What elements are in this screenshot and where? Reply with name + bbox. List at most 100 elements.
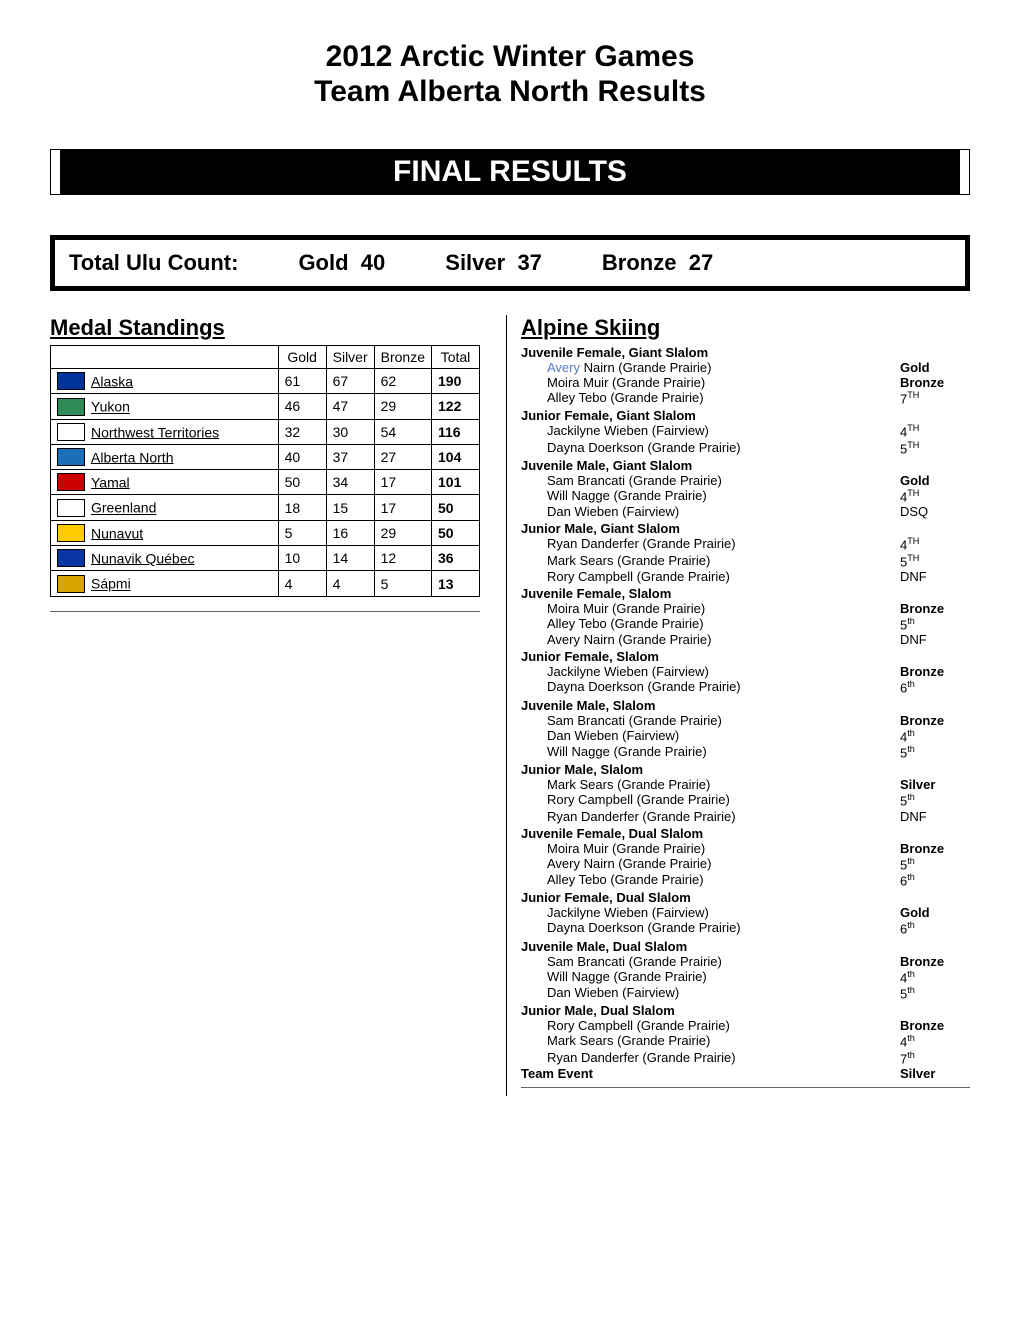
gold-cell: 46 xyxy=(278,394,326,419)
athlete-row: Moira Muir (Grande Prairie)Bronze xyxy=(521,601,970,616)
bronze-cell: 17 xyxy=(374,470,431,495)
alpine-divider xyxy=(521,1087,970,1088)
table-row: Northwest Territories323054116 xyxy=(51,419,480,444)
athlete-name: Rory Campbell (Grande Prairie) xyxy=(547,1018,900,1033)
athlete-row: Mark Sears (Grande Prairie)4th xyxy=(521,1033,970,1049)
gold-cell: 5 xyxy=(278,520,326,545)
athlete-name: Dayna Doerkson (Grande Prairie) xyxy=(547,679,900,695)
athlete-place: Bronze xyxy=(900,664,970,679)
athlete-row: Jackilyne Wieben (Fairview)Gold xyxy=(521,905,970,920)
athlete-row: Avery Nairn (Grande Prairie)5th xyxy=(521,856,970,872)
athlete-row: Will Nagge (Grande Prairie)4TH xyxy=(521,488,970,504)
flag-icon xyxy=(57,372,85,390)
athlete-name: Sam Brancati (Grande Prairie) xyxy=(547,954,900,969)
silver-cell: 16 xyxy=(326,520,374,545)
athlete-place: Gold xyxy=(900,473,970,488)
athlete-row: Will Nagge (Grande Prairie)5th xyxy=(521,744,970,760)
athlete-place: 7TH xyxy=(900,390,970,406)
title-line-1: 2012 Arctic Winter Games xyxy=(50,40,970,75)
athlete-row: Moira Muir (Grande Prairie)Bronze xyxy=(521,841,970,856)
athlete-row: Dan Wieben (Fairview)4th xyxy=(521,728,970,744)
team-name: Greenland xyxy=(91,500,156,516)
athlete-row: Mark Sears (Grande Prairie)Silver xyxy=(521,777,970,792)
table-row: Greenland18151750 xyxy=(51,495,480,520)
table-row: Nunavik Québec10141236 xyxy=(51,546,480,571)
athlete-row: Avery Nairn (Grande Prairie)Gold xyxy=(521,360,970,375)
athlete-name: Jackilyne Wieben (Fairview) xyxy=(547,423,900,439)
athlete-place: DNF xyxy=(900,809,970,824)
silver-cell: 47 xyxy=(326,394,374,419)
athlete-place: 4th xyxy=(900,1033,970,1049)
athlete-place: 7th xyxy=(900,1050,970,1066)
col-bronze: Bronze xyxy=(374,346,431,369)
athlete-name: Mark Sears (Grande Prairie) xyxy=(547,1033,900,1049)
silver-cell: 30 xyxy=(326,419,374,444)
athlete-name: Dayna Doerkson (Grande Prairie) xyxy=(547,440,900,456)
bronze-cell: 27 xyxy=(374,444,431,469)
athlete-row: Rory Campbell (Grande Prairie)Bronze xyxy=(521,1018,970,1033)
athlete-place: Gold xyxy=(900,360,970,375)
flag-icon xyxy=(57,473,85,491)
event-category: Junior Female, Giant Slalom xyxy=(521,408,970,423)
table-row: Nunavut5162950 xyxy=(51,520,480,545)
athlete-row: Sam Brancati (Grande Prairie)Bronze xyxy=(521,713,970,728)
athlete-name: Sam Brancati (Grande Prairie) xyxy=(547,713,900,728)
flag-icon xyxy=(57,575,85,593)
bronze-cell: 62 xyxy=(374,369,431,394)
athlete-name: Alley Tebo (Grande Prairie) xyxy=(547,872,900,888)
athlete-place: 5TH xyxy=(900,440,970,456)
ulu-label: Total Ulu Count: xyxy=(69,250,238,276)
bronze-cell: 54 xyxy=(374,419,431,444)
event-category: Junior Male, Dual Slalom xyxy=(521,1003,970,1018)
athlete-name: Alley Tebo (Grande Prairie) xyxy=(547,616,900,632)
team-name: Northwest Territories xyxy=(91,424,219,440)
team-name: Yamal xyxy=(91,474,130,490)
athlete-place: Bronze xyxy=(900,954,970,969)
bronze-cell: 29 xyxy=(374,520,431,545)
event-category: Juvenile Female, Giant Slalom xyxy=(521,345,970,360)
athlete-place: Bronze xyxy=(900,375,970,390)
page-title: 2012 Arctic Winter Games Team Alberta No… xyxy=(50,40,970,109)
athlete-name: Dan Wieben (Fairview) xyxy=(547,728,900,744)
athlete-row: Rory Campbell (Grande Prairie)DNF xyxy=(521,569,970,584)
athlete-row: Mark Sears (Grande Prairie)5TH xyxy=(521,553,970,569)
alpine-title: Alpine Skiing xyxy=(521,315,970,341)
alpine-skiing-section: Alpine Skiing Juvenile Female, Giant Sla… xyxy=(506,315,970,1096)
ulu-count-box: Total Ulu Count: Gold 40 Silver 37 Bronz… xyxy=(50,235,970,291)
silver-cell: 4 xyxy=(326,571,374,596)
flag-icon xyxy=(57,448,85,466)
event-category: Junior Female, Slalom xyxy=(521,649,970,664)
athlete-place: 5th xyxy=(900,616,970,632)
athlete-name: Mark Sears (Grande Prairie) xyxy=(547,553,900,569)
athlete-name: Rory Campbell (Grande Prairie) xyxy=(547,569,900,584)
table-row: Yamal503417101 xyxy=(51,470,480,495)
athlete-name: Rory Campbell (Grande Prairie) xyxy=(547,792,900,808)
athlete-place: Gold xyxy=(900,905,970,920)
athlete-name: Avery Nairn (Grande Prairie) xyxy=(547,632,900,647)
team-name: Nunavut xyxy=(91,525,143,541)
athlete-place: 5th xyxy=(900,985,970,1001)
athlete-place: 4TH xyxy=(900,488,970,504)
athlete-row: Avery Nairn (Grande Prairie)DNF xyxy=(521,632,970,647)
athlete-name: Alley Tebo (Grande Prairie) xyxy=(547,390,900,406)
athlete-name: Dan Wieben (Fairview) xyxy=(547,504,900,519)
table-row: Sápmi44513 xyxy=(51,571,480,596)
event-category: Junior Male, Slalom xyxy=(521,762,970,777)
athlete-row: Alley Tebo (Grande Prairie)6th xyxy=(521,872,970,888)
athlete-place: 5th xyxy=(900,744,970,760)
athlete-row: Alley Tebo (Grande Prairie)7TH xyxy=(521,390,970,406)
team-name: Sápmi xyxy=(91,576,131,592)
athlete-row: Ryan Danderfer (Grande Prairie)DNF xyxy=(521,809,970,824)
gold-cell: 32 xyxy=(278,419,326,444)
athlete-row: Sam Brancati (Grande Prairie)Gold xyxy=(521,473,970,488)
athlete-name: Moira Muir (Grande Prairie) xyxy=(547,375,900,390)
athlete-row: Ryan Danderfer (Grande Prairie)7th xyxy=(521,1050,970,1066)
event-category: Junior Male, Giant Slalom xyxy=(521,521,970,536)
total-cell: 101 xyxy=(432,470,480,495)
athlete-place: 6th xyxy=(900,920,970,936)
athlete-place: DNF xyxy=(900,569,970,584)
col-team xyxy=(51,346,279,369)
team-name: Yukon xyxy=(91,399,130,415)
athlete-row: Rory Campbell (Grande Prairie)5th xyxy=(521,792,970,808)
team-place: Silver xyxy=(900,1066,970,1081)
